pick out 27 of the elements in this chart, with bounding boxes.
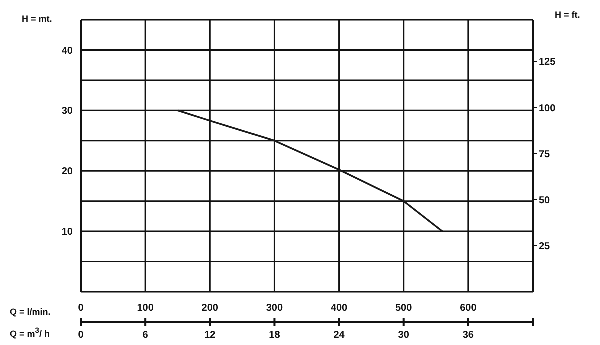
x-tick-label: 500 [396,303,413,314]
y2-tick-label: 125 [539,57,556,68]
x2-tick-label: 24 [334,330,346,341]
y-tick-label: 10 [62,227,74,238]
y2-tick-label: 75 [539,149,551,160]
x-axis-title: Q = l/min. [10,307,51,317]
x-tick-label: 0 [78,303,84,314]
x2-tick-label: 18 [269,330,281,341]
y2-tick-label: 100 [539,103,556,114]
x2-tick-label: 12 [204,330,216,341]
y2-axis-title: H = ft. [555,10,580,20]
x2-tick-label: 30 [398,330,410,341]
x-tick-label: 400 [330,303,348,314]
y-tick-label: 40 [62,46,74,57]
x2-tick-label: 6 [142,330,149,341]
x-tick-label: 200 [202,303,219,314]
x2-tick-label: 0 [78,330,84,341]
y-tick-label: 30 [62,106,74,118]
x-tick-label: 300 [266,303,284,314]
x-tick-label: 600 [460,303,478,314]
y2-tick-label: 50 [539,195,551,206]
y-tick-label: 20 [62,166,74,178]
x2-axis-title: Q = m$^{3}$/ h [10,326,50,339]
y-axis-title: H = mt. [22,14,52,24]
x2-tick-label: 36 [462,330,474,341]
y2-tick-label: 25 [539,241,551,252]
x-tick-label: 100 [137,303,154,314]
